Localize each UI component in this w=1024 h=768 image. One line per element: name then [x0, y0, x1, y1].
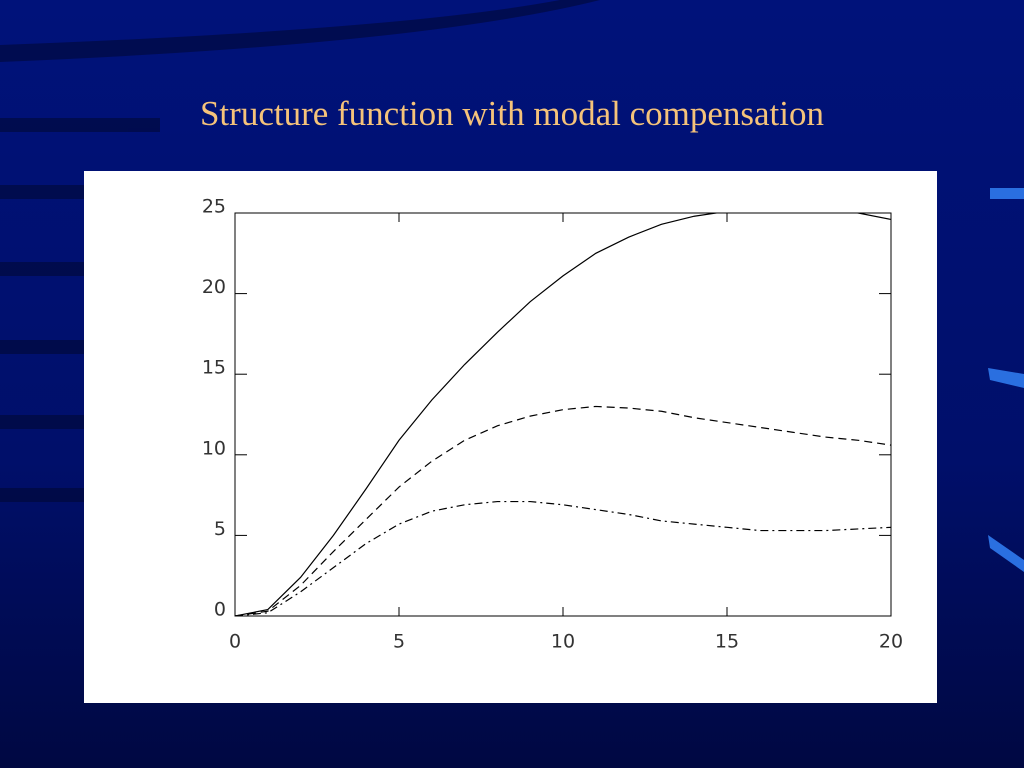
y-tick-label: 25	[202, 196, 226, 218]
y-tick-label: 20	[202, 276, 226, 298]
x-tick-label: 20	[879, 631, 903, 653]
y-tick-label: 0	[214, 599, 226, 621]
y-tick-label: 10	[202, 437, 226, 459]
x-tick-label: 15	[715, 631, 739, 653]
series-group	[235, 213, 891, 616]
plot: 0 5 10 15 20 0 5 10 15 20 25	[202, 196, 903, 653]
chart-panel	[84, 171, 937, 703]
data-line	[235, 213, 891, 616]
x-tick-label: 0	[229, 631, 241, 653]
data-line	[235, 500, 891, 616]
slide-title: Structure function with modal compensati…	[200, 94, 824, 133]
x-tick-label: 10	[551, 631, 575, 653]
y-tick-label: 15	[202, 357, 226, 379]
data-line	[235, 405, 891, 616]
side-accents	[988, 188, 1024, 572]
y-tick-label: 5	[214, 518, 226, 540]
x-tick-label: 5	[393, 631, 405, 653]
background-stripes	[0, 0, 600, 502]
